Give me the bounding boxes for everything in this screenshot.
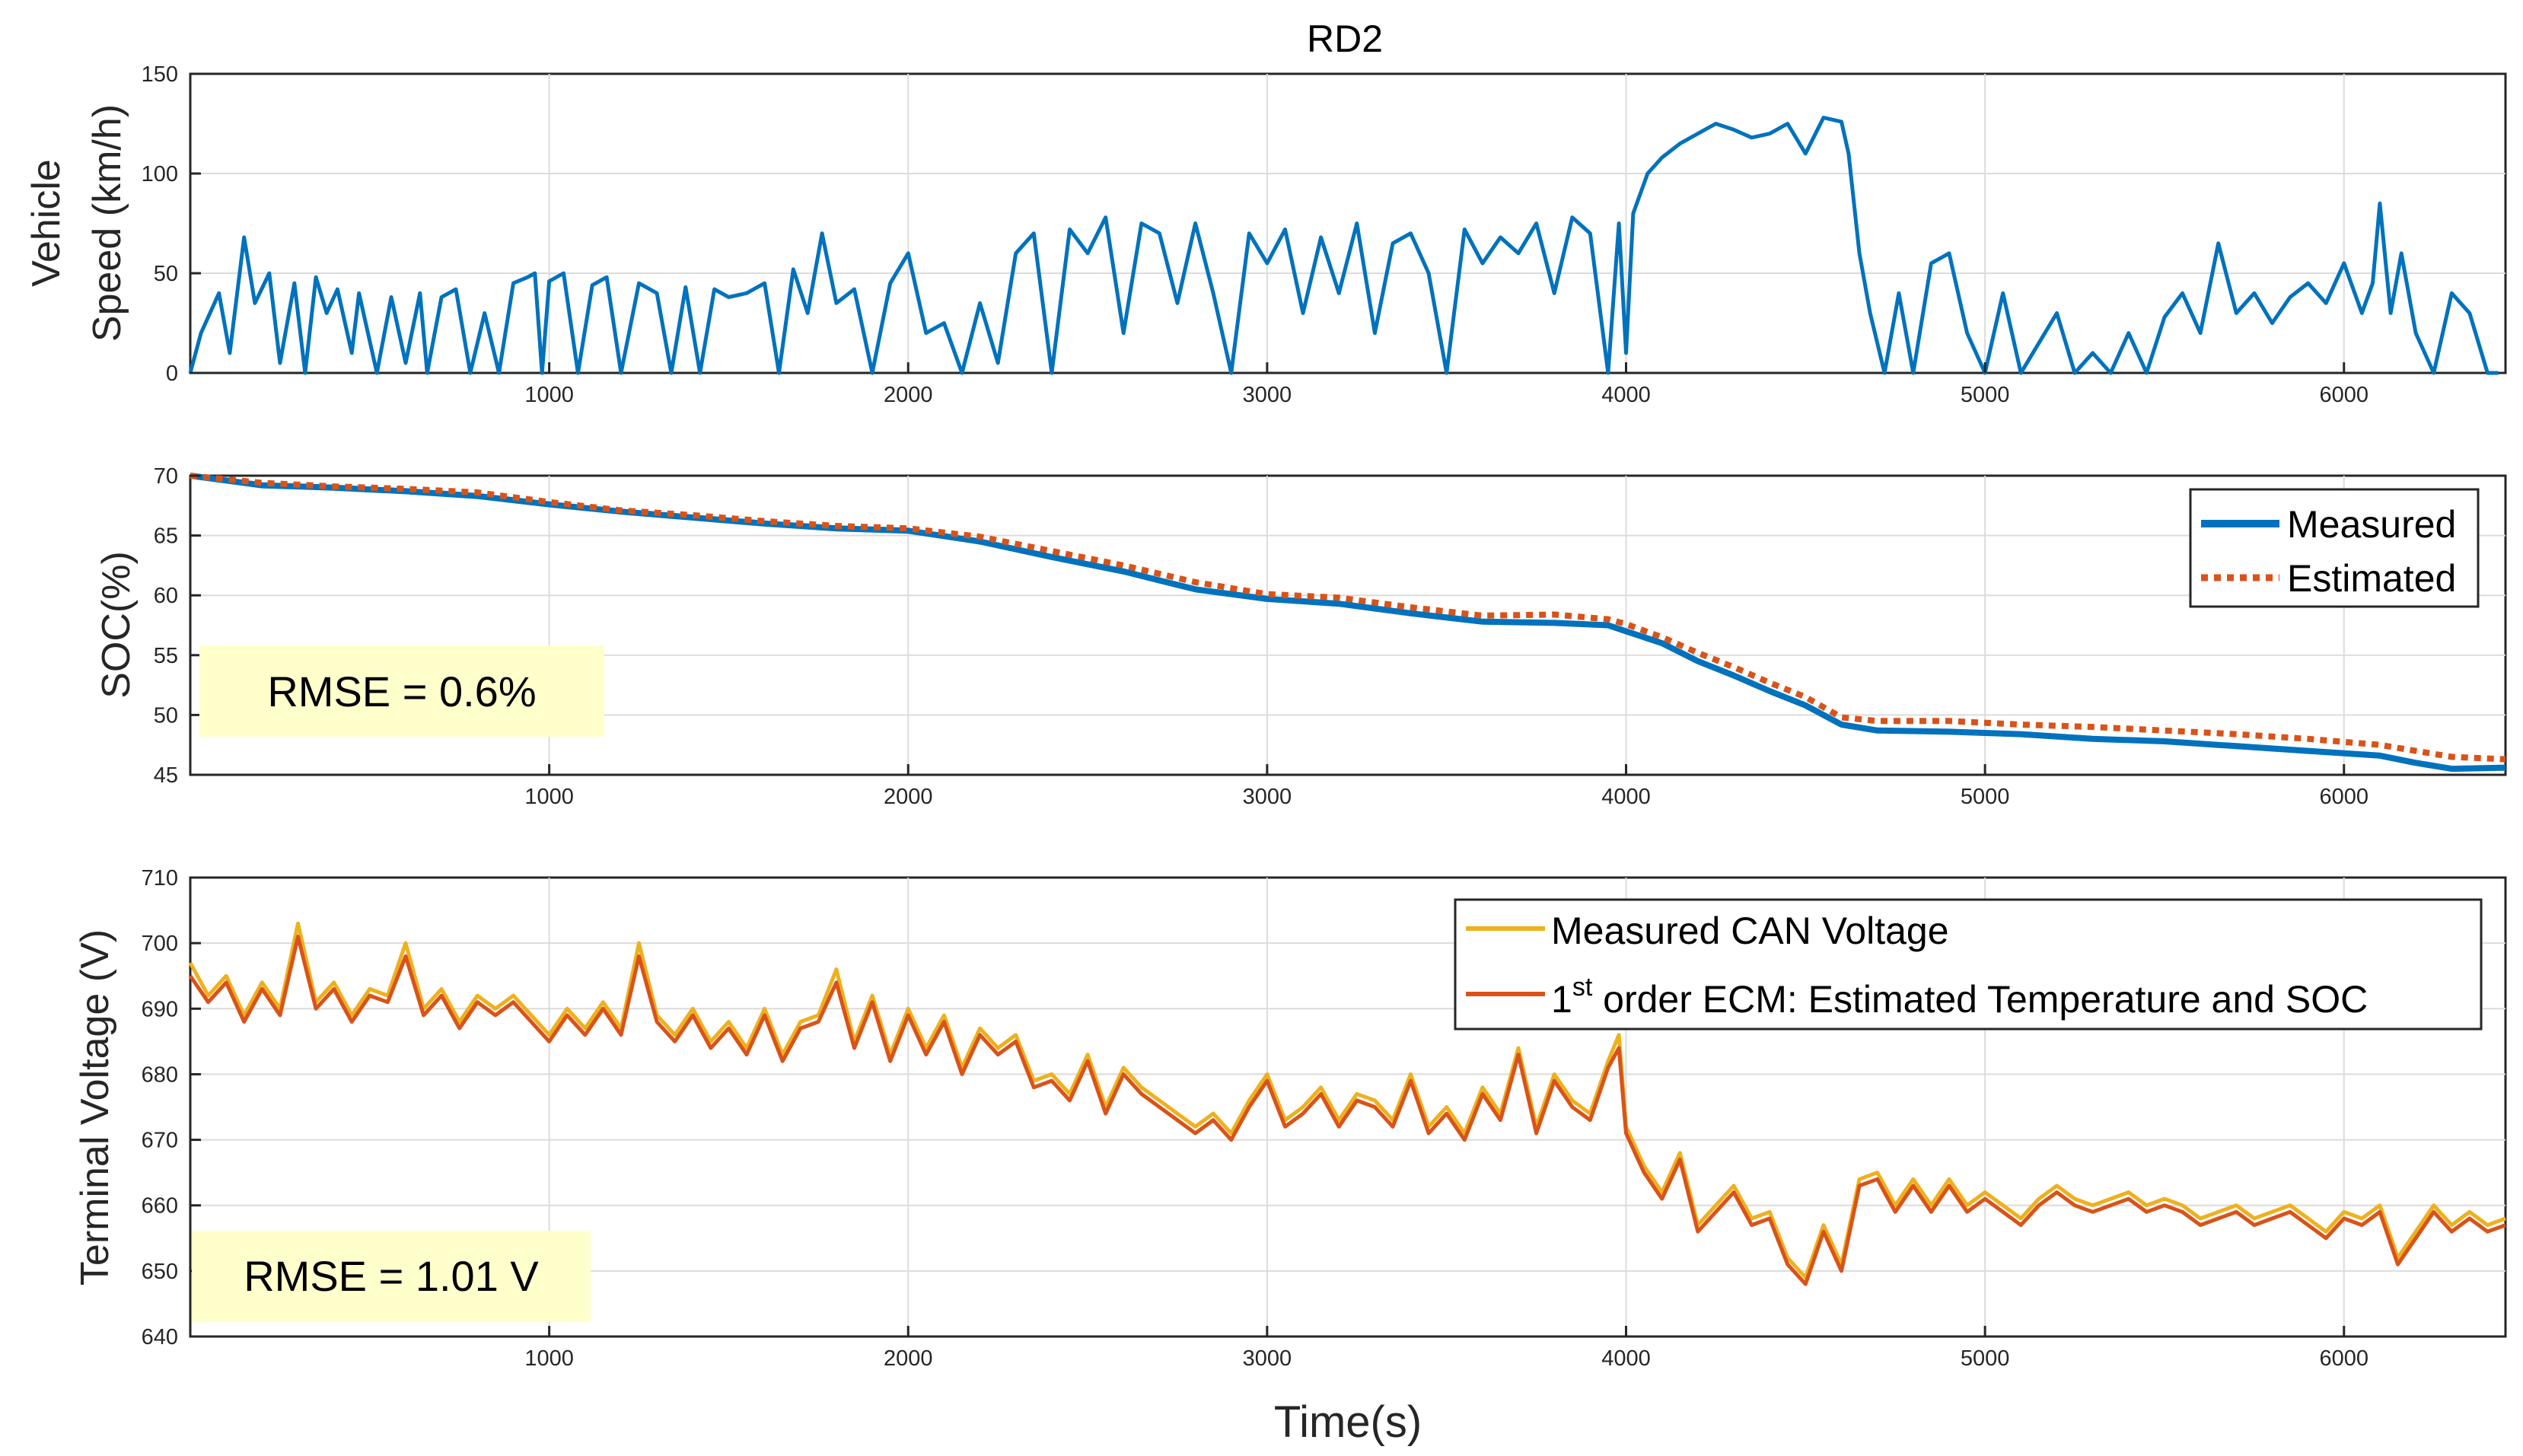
soc-xtick-label: 5000 — [1961, 785, 2010, 809]
speed-series-1-line — [188, 116, 2499, 375]
speed-ylabel-line1: Vehicle — [24, 159, 68, 287]
legend-ecm-rest: order ECM: Estimated Temperature and SOC — [1592, 978, 2368, 1021]
speed-lines — [188, 116, 2499, 375]
voltage-ytick-label: 670 — [142, 1129, 178, 1153]
soc-ytick-label: 60 — [154, 584, 178, 608]
soc-subplot: 1000 2000 3000 4000 5000 6000 45 50 55 60 65 70 SOC… — [94, 464, 2507, 809]
speed-ytick-label: 100 — [142, 162, 178, 186]
soc-series-2-line — [190, 473, 2506, 763]
voltage-rmse-box — [192, 1231, 591, 1322]
voltage-subplot: 1000 2000 3000 4000 5000 6000 640 650 660 670 680 6… — [73, 866, 2507, 1447]
voltage-xtick-label: 5000 — [1961, 1346, 2010, 1371]
soc-lines — [190, 473, 2506, 773]
speed-ticks: 1000 2000 3000 4000 5000 6000 0 50 100 150 — [142, 62, 2368, 407]
voltage-xtick-label: 1000 — [524, 1346, 574, 1371]
voltage-ticks: 1000 2000 3000 4000 5000 6000 640 650 660 670 680 6… — [142, 866, 2368, 1371]
x-axis-label: Time(s) — [1274, 1397, 1422, 1447]
voltage-ytick-label: 640 — [142, 1325, 178, 1349]
speed-subplot: 1000 2000 3000 4000 5000 6000 0 50 100 150 Vehicl… — [24, 62, 2507, 407]
soc-ytick-label: 70 — [154, 464, 178, 489]
voltage-rmse-annotation: RMSE = 1.01 V — [244, 1252, 539, 1300]
soc-ytick-label: 45 — [154, 763, 178, 788]
voltage-ytick-label: 700 — [142, 932, 178, 956]
legend-ecm-label: 1st order ECM: Estimated Temperature and… — [1551, 973, 2368, 1021]
speed-xtick-label: 4000 — [1601, 383, 1651, 407]
speed-xtick-label: 3000 — [1243, 383, 1292, 407]
voltage-series-2-line — [188, 935, 2506, 1286]
speed-ylabel-line2: Speed (km/h) — [85, 104, 129, 342]
soc-grid — [190, 476, 2505, 775]
speed-xtick-label: 1000 — [524, 383, 574, 407]
voltage-ytick-label: 660 — [142, 1194, 178, 1219]
voltage-ytick-label: 680 — [142, 1063, 178, 1087]
voltage-xtick-label: 4000 — [1601, 1346, 1651, 1371]
legend-estimated-label: Estimated — [2287, 557, 2456, 600]
voltage-xtick-label: 3000 — [1243, 1346, 1292, 1371]
soc-ytick-label: 65 — [154, 524, 178, 549]
speed-axes-frame — [189, 72, 2507, 374]
soc-xtick-label: 3000 — [1243, 785, 1292, 809]
speed-grid — [190, 74, 2505, 373]
soc-xtick-label: 6000 — [2320, 785, 2369, 809]
speed-ytick-label: 0 — [166, 362, 178, 386]
speed-xtick-label: 5000 — [1961, 383, 2010, 407]
chart-title: RD2 — [1307, 18, 1383, 60]
voltage-series-1-line — [188, 921, 2506, 1279]
voltage-xtick-label: 6000 — [2320, 1346, 2369, 1371]
legend-ecm-prefix: 1 — [1551, 978, 1572, 1021]
soc-xtick-label: 4000 — [1601, 785, 1651, 809]
legend-measured-label: Measured — [2287, 503, 2456, 546]
voltage-legend — [1454, 898, 2483, 1031]
speed-ytick-label: 150 — [142, 62, 178, 87]
speed-ytick-label: 50 — [154, 262, 178, 286]
soc-rmse-box — [199, 645, 604, 737]
soc-ytick-label: 50 — [154, 703, 178, 728]
soc-xtick-label: 1000 — [524, 785, 574, 809]
legend-can-voltage-label: Measured CAN Voltage — [1551, 910, 1949, 952]
soc-legend — [2189, 488, 2480, 608]
soc-xtick-label: 2000 — [884, 785, 933, 809]
soc-ylabel: SOC(%) — [94, 551, 139, 699]
soc-ticks: 1000 2000 3000 4000 5000 6000 45 50 55 60 65 70 — [154, 464, 2368, 809]
voltage-ylabel: Terminal Voltage (V) — [73, 929, 117, 1286]
voltage-ytick-label: 710 — [142, 866, 178, 890]
voltage-ytick-label: 690 — [142, 997, 178, 1021]
voltage-lines — [188, 921, 2506, 1286]
voltage-xtick-label: 2000 — [884, 1346, 933, 1371]
legend-ecm-superscript: st — [1572, 973, 1593, 1002]
soc-rmse-annotation: RMSE = 0.6% — [267, 667, 536, 715]
speed-xtick-label: 6000 — [2320, 383, 2369, 407]
soc-ytick-label: 55 — [154, 644, 178, 668]
voltage-ytick-label: 650 — [142, 1260, 178, 1284]
speed-xtick-label: 2000 — [884, 383, 933, 407]
